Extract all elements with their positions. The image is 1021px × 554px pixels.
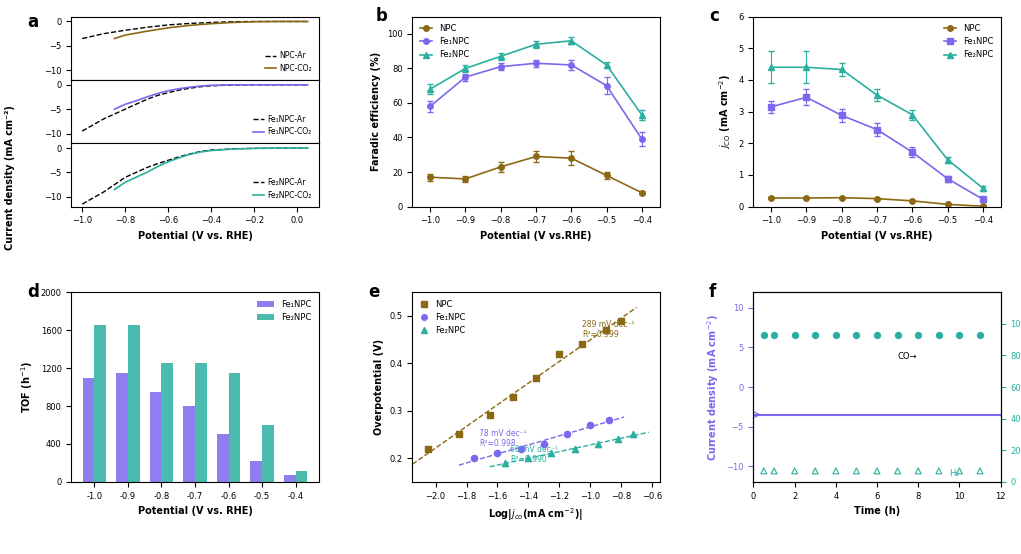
Point xyxy=(766,330,782,339)
Point xyxy=(756,330,772,339)
Point xyxy=(766,466,782,475)
Point xyxy=(930,466,946,475)
Text: H₂: H₂ xyxy=(950,469,959,478)
Point xyxy=(848,330,865,339)
Bar xyxy=(195,363,207,482)
X-axis label: Potential (V vs. RHE): Potential (V vs. RHE) xyxy=(138,506,252,516)
Bar xyxy=(150,392,161,482)
Text: c: c xyxy=(709,7,719,25)
Point xyxy=(807,330,823,339)
Point xyxy=(910,330,926,339)
Text: e: e xyxy=(368,283,380,300)
Point xyxy=(930,330,946,339)
Point xyxy=(597,326,614,335)
Point xyxy=(450,430,467,439)
Legend: Fe₁NPC, Fe₂NPC: Fe₁NPC, Fe₂NPC xyxy=(254,296,314,325)
Point xyxy=(610,435,626,444)
Bar xyxy=(184,406,195,482)
Point xyxy=(972,330,988,339)
Y-axis label: $\it{j}_{\rm CO}$ (mA cm$^{-2}$): $\it{j}_{\rm CO}$ (mA cm$^{-2}$) xyxy=(717,74,733,149)
Text: b: b xyxy=(376,7,387,25)
Y-axis label: Overpotential (V): Overpotential (V) xyxy=(374,339,384,435)
Point xyxy=(420,444,436,453)
Bar xyxy=(284,475,296,482)
Point xyxy=(551,350,568,358)
Point xyxy=(504,392,521,401)
Point xyxy=(972,466,988,475)
Point xyxy=(889,466,906,475)
Point xyxy=(613,316,629,325)
Bar xyxy=(94,325,106,482)
Point xyxy=(910,466,926,475)
Point xyxy=(889,330,906,339)
Point xyxy=(786,466,803,475)
Y-axis label: TOF (h$^{-1}$): TOF (h$^{-1}$) xyxy=(19,361,35,413)
X-axis label: Potential (V vs. RHE): Potential (V vs. RHE) xyxy=(138,231,252,241)
Text: 289 mV dec⁻¹
R²=0.999: 289 mV dec⁻¹ R²=0.999 xyxy=(582,320,635,339)
Text: a: a xyxy=(27,13,38,32)
Point xyxy=(513,444,529,453)
Legend: NPC-Ar, NPC-CO₂: NPC-Ar, NPC-CO₂ xyxy=(261,48,314,76)
Legend: NPC, Fe₁NPC, Fe₂NPC: NPC, Fe₁NPC, Fe₂NPC xyxy=(940,21,996,63)
Point xyxy=(497,459,514,468)
Bar xyxy=(216,434,229,482)
Legend: NPC, Fe₁NPC, Fe₂NPC: NPC, Fe₁NPC, Fe₂NPC xyxy=(417,21,473,63)
Point xyxy=(520,454,536,463)
Point xyxy=(590,439,606,448)
Point xyxy=(567,444,583,453)
Bar xyxy=(229,373,240,482)
Text: f: f xyxy=(709,283,717,300)
Point xyxy=(952,466,968,475)
Text: Current density (mA cm⁻²): Current density (mA cm⁻²) xyxy=(5,105,15,250)
Point xyxy=(828,330,844,339)
Point xyxy=(848,466,865,475)
Text: 78 mV dec⁻¹
R²=0.998: 78 mV dec⁻¹ R²=0.998 xyxy=(479,429,527,448)
Point xyxy=(482,411,498,420)
Point xyxy=(466,454,482,463)
Point xyxy=(582,420,598,429)
Point xyxy=(574,340,590,348)
Point xyxy=(625,430,641,439)
Point xyxy=(807,466,823,475)
Text: 60 mV dec⁻¹
R²=0.990: 60 mV dec⁻¹ R²=0.990 xyxy=(509,445,557,464)
Point xyxy=(543,449,560,458)
Point xyxy=(489,449,505,458)
Y-axis label: Current density (mA cm$^{-2}$): Current density (mA cm$^{-2}$) xyxy=(704,314,721,460)
Bar xyxy=(296,470,307,482)
Text: d: d xyxy=(27,283,39,300)
Point xyxy=(536,439,552,448)
Point xyxy=(756,466,772,475)
Point xyxy=(869,330,885,339)
Point xyxy=(558,430,575,439)
Bar xyxy=(83,377,94,482)
Point xyxy=(952,330,968,339)
Point xyxy=(828,466,844,475)
Point xyxy=(786,330,803,339)
Bar xyxy=(116,373,128,482)
Bar xyxy=(128,325,140,482)
X-axis label: Log|$j_{co}$(mA cm$^{-2}$)|: Log|$j_{co}$(mA cm$^{-2}$)| xyxy=(488,506,584,523)
X-axis label: Potential (V vs.RHE): Potential (V vs.RHE) xyxy=(821,231,933,241)
X-axis label: Potential (V vs.RHE): Potential (V vs.RHE) xyxy=(480,231,592,241)
Bar xyxy=(250,461,262,482)
Legend: NPC, Fe₁NPC, Fe₂NPC: NPC, Fe₁NPC, Fe₂NPC xyxy=(417,296,469,338)
Bar xyxy=(262,425,274,482)
Point xyxy=(528,373,544,382)
Text: CO→: CO→ xyxy=(897,352,917,361)
Legend: Fe₁NPC-Ar, Fe₁NPC-CO₂: Fe₁NPC-Ar, Fe₁NPC-CO₂ xyxy=(250,111,314,140)
Legend: Fe₂NPC-Ar, Fe₂NPC-CO₂: Fe₂NPC-Ar, Fe₂NPC-CO₂ xyxy=(250,175,314,203)
Point xyxy=(600,416,617,425)
Bar xyxy=(161,363,174,482)
Point xyxy=(869,466,885,475)
X-axis label: Time (h): Time (h) xyxy=(854,506,901,516)
Y-axis label: Faradic efficiency (%): Faradic efficiency (%) xyxy=(372,52,382,171)
